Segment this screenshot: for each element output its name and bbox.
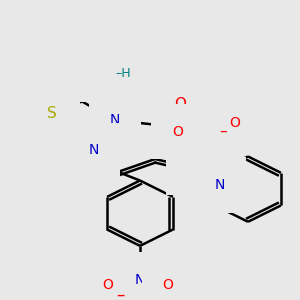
Text: N: N bbox=[89, 143, 99, 158]
Text: H: H bbox=[75, 144, 84, 157]
Text: H: H bbox=[85, 68, 95, 80]
Text: O: O bbox=[103, 278, 113, 292]
Text: –: – bbox=[187, 133, 195, 148]
Text: O: O bbox=[230, 116, 241, 130]
Text: O: O bbox=[173, 124, 184, 139]
Text: O: O bbox=[163, 278, 173, 292]
Text: N: N bbox=[135, 273, 145, 287]
Text: O: O bbox=[174, 98, 186, 112]
Text: –: – bbox=[116, 286, 124, 300]
Text: +: + bbox=[148, 267, 158, 277]
Text: S: S bbox=[47, 106, 57, 121]
Text: N: N bbox=[187, 160, 197, 175]
Text: N: N bbox=[97, 67, 107, 81]
Text: –H: –H bbox=[115, 68, 130, 80]
Text: +: + bbox=[221, 132, 231, 142]
Text: N: N bbox=[215, 178, 225, 192]
Text: –: – bbox=[219, 124, 227, 139]
Text: N: N bbox=[110, 113, 120, 127]
Text: N: N bbox=[209, 138, 219, 152]
